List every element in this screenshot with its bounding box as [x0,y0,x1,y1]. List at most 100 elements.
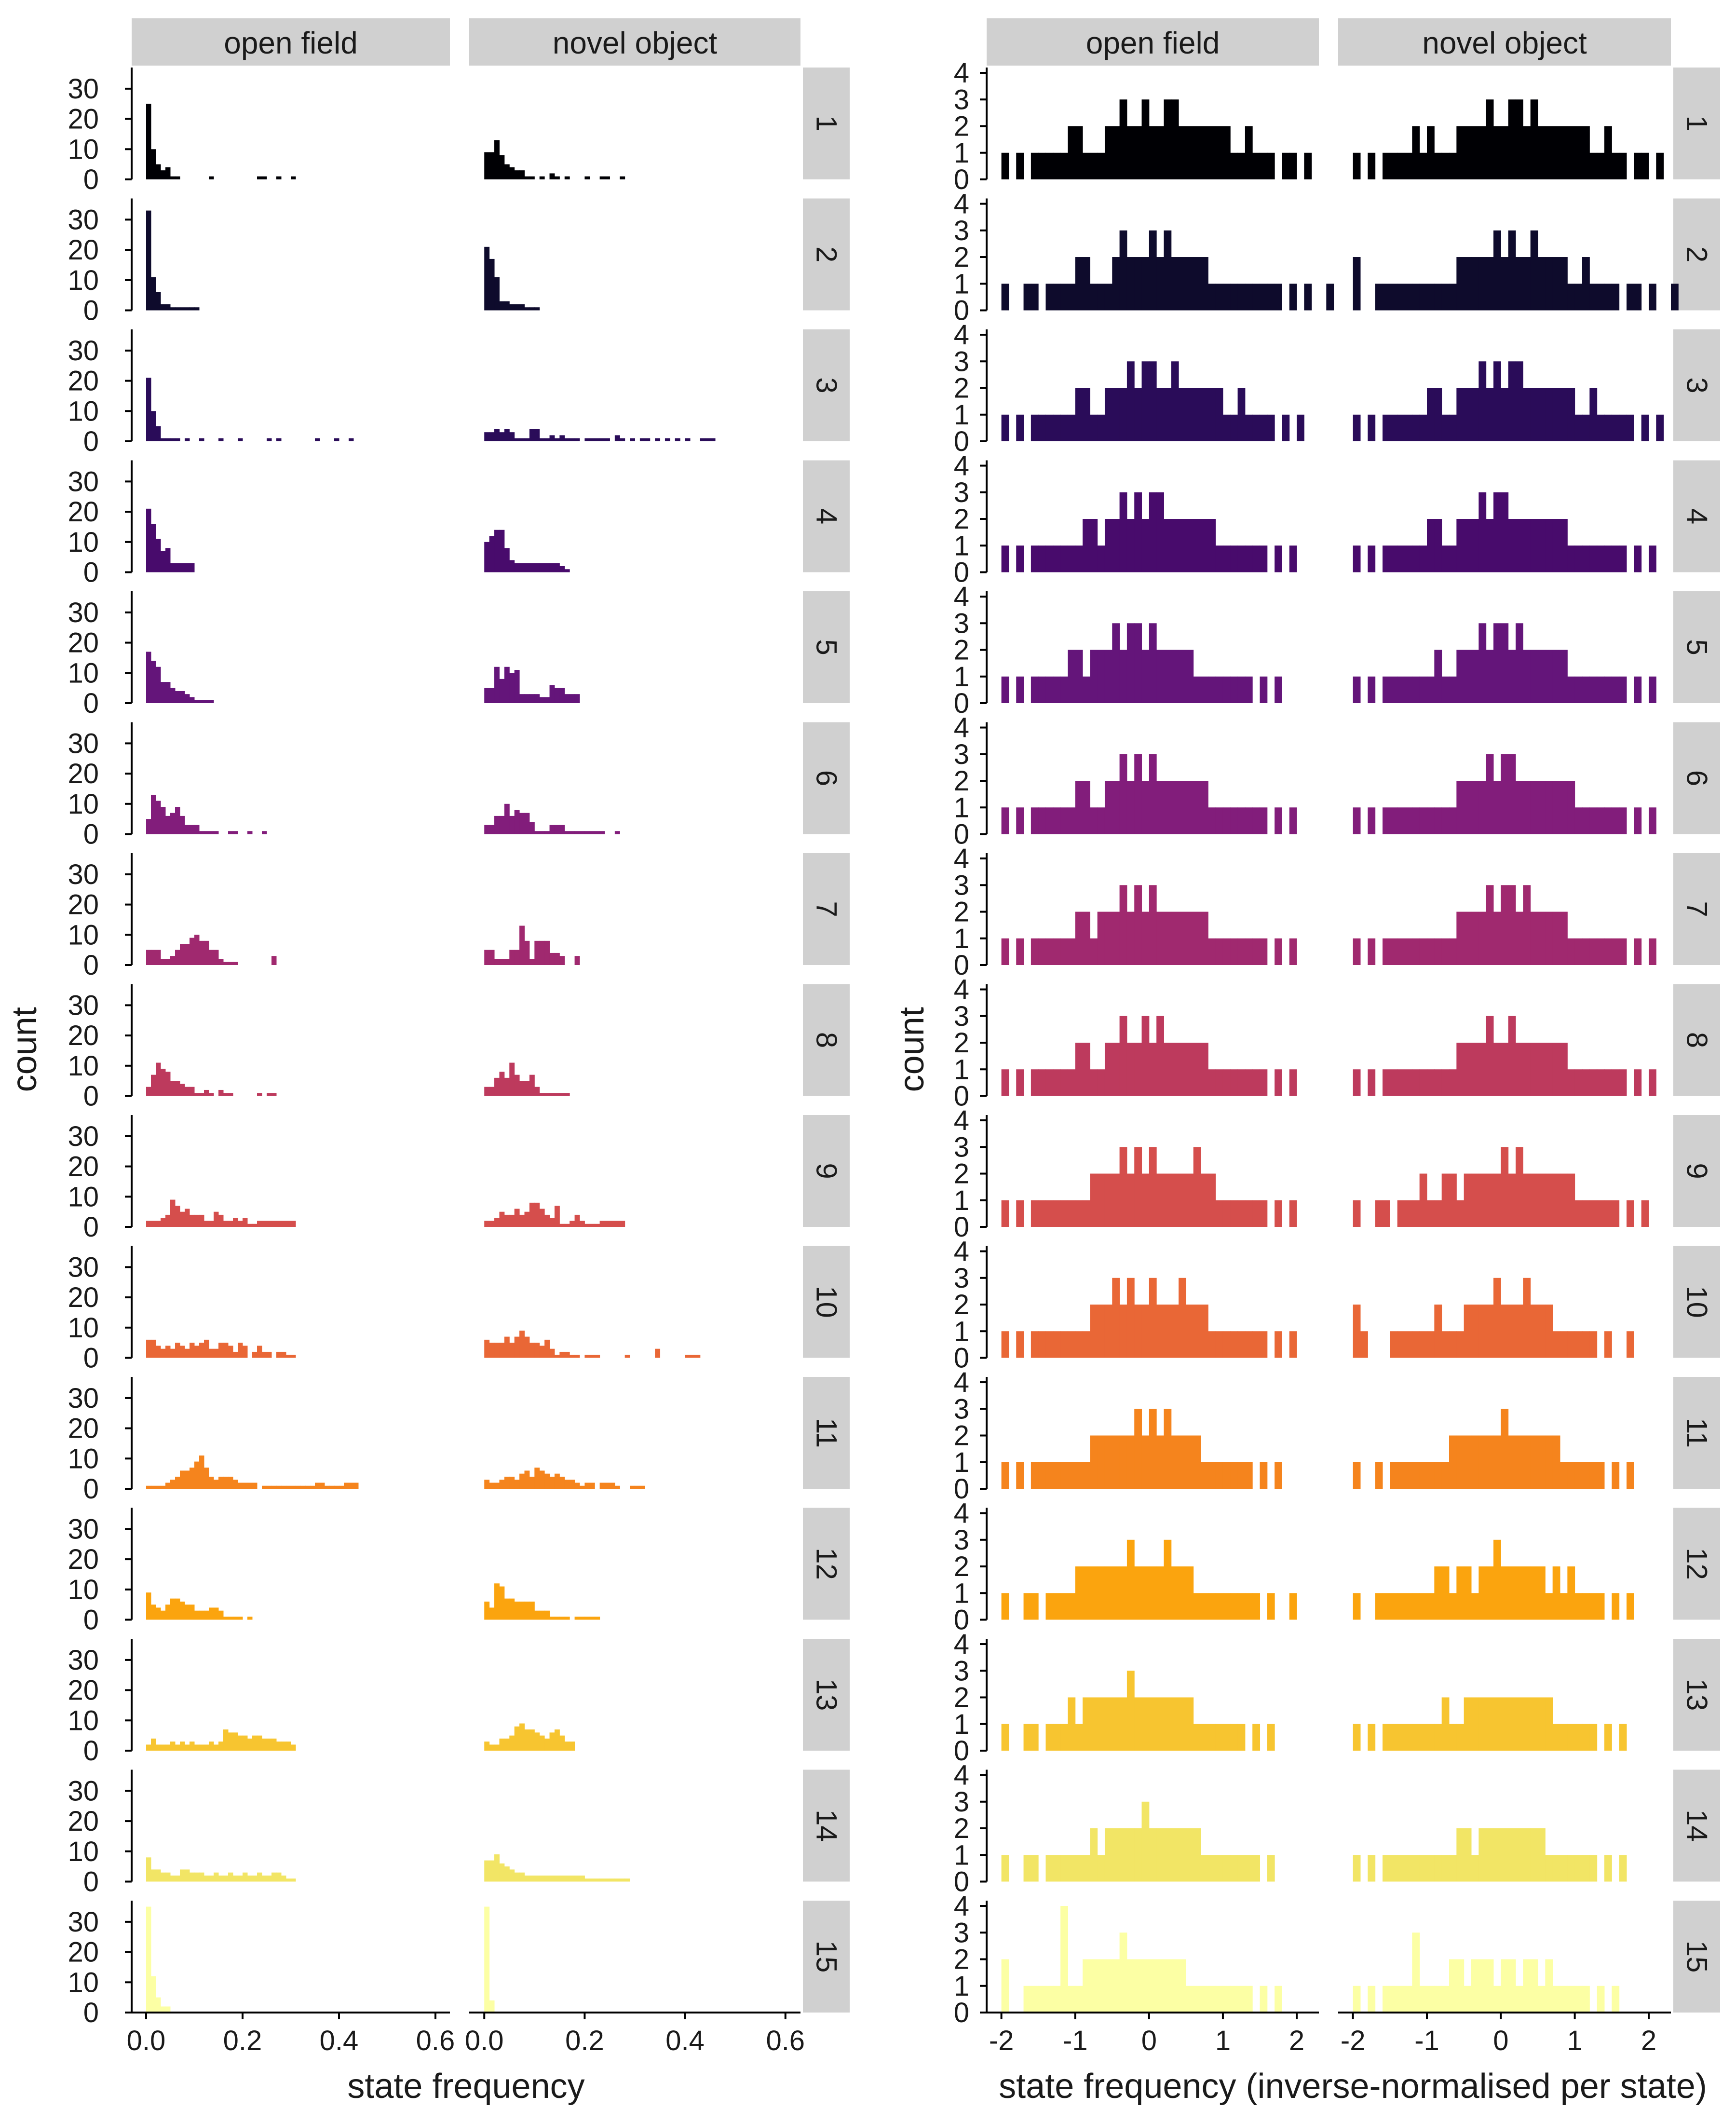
histogram-bar [1193,126,1201,179]
histogram-bar [1493,1278,1501,1358]
histogram-bar [1434,519,1442,572]
histogram-bar [1141,1959,1150,2013]
histogram-bar [549,563,555,572]
histogram-bar [1560,1593,1568,1620]
histogram-bar [1164,1305,1172,1358]
histogram-bar [1597,807,1605,834]
histogram-bar [1245,1986,1253,2013]
histogram-bar [170,1348,176,1358]
histogram-bar [1134,1409,1142,1489]
row-strip [803,1639,850,1751]
histogram-bar [529,1202,535,1227]
histogram-bar [1478,781,1487,834]
histogram-bar [233,962,238,965]
histogram-bar [146,819,151,834]
histogram-bar [1045,676,1054,703]
y-tick-label: 10 [68,1574,99,1605]
histogram-bar [1186,781,1194,834]
y-tick-label: 20 [68,1282,99,1313]
histogram-bar [1508,1697,1516,1751]
histogram-bar [509,950,515,965]
y-tick-label: 1 [954,1447,969,1478]
histogram-bar [484,1087,490,1096]
histogram-bar [1397,676,1405,703]
histogram-bar [1075,1855,1083,1882]
histogram-bar [1222,1593,1231,1620]
histogram-bar [223,1093,229,1096]
histogram-bar [1353,1069,1361,1096]
histogram-bar [1075,257,1083,311]
histogram-bar [1201,388,1208,441]
histogram-bar [1068,126,1076,179]
histogram-bar [554,825,560,834]
histogram-bar [223,1343,229,1358]
histogram-bar [1252,1069,1261,1096]
histogram-bar [1523,519,1531,572]
histogram-bar [1582,1462,1590,1489]
histogram-bar [180,563,185,572]
histogram-bar [1104,1959,1112,2013]
histogram-bar [544,438,550,441]
histogram-bar [1179,519,1186,572]
histogram-bar [1097,1959,1105,2013]
histogram-bar [1119,650,1127,703]
histogram-bar [1149,623,1157,703]
histogram-bar [1508,1959,1516,2013]
histogram-bar [1215,1331,1223,1358]
histogram-bar [1201,1986,1208,2013]
histogram-bar [267,1093,272,1096]
histogram-bar [180,944,185,965]
y-tick-label: 3 [954,608,969,639]
histogram-bar [1397,1331,1405,1358]
histogram-bar [1222,414,1231,441]
histogram-bar [1112,1435,1120,1489]
histogram-bar [151,950,156,965]
histogram-bar [1141,361,1150,441]
histogram-bar [1112,623,1120,703]
y-tick-label: 10 [68,789,99,820]
histogram-bar [1464,1173,1472,1227]
histogram-bar [1060,1200,1068,1227]
histogram-bar [1053,1855,1061,1882]
histogram-bar [1186,519,1194,572]
histogram-bar [1419,938,1427,965]
histogram-bar [1156,1305,1164,1358]
histogram-bar [146,652,151,703]
histogram-bar [185,1869,190,1882]
histogram-bar [1501,1305,1509,1358]
histogram-bar [1538,650,1546,703]
histogram-bar [1215,1724,1223,1751]
histogram-bar [1068,1462,1076,1489]
histogram-bar [1134,1043,1142,1096]
histogram-bar [509,673,515,703]
histogram-bar [574,1214,580,1227]
histogram-bar [1567,126,1575,179]
histogram-bar [1230,807,1238,834]
histogram-bar [509,1062,515,1096]
row-strip-label: 11 [811,1418,843,1448]
histogram-bar [233,1218,238,1227]
histogram-bar [519,1723,525,1751]
histogram-bar [185,1348,190,1358]
histogram-bar [1523,885,1531,965]
histogram-bar [1486,1435,1494,1489]
histogram-bar [605,1483,610,1489]
histogram-bar [1031,1331,1039,1358]
histogram-bar [1060,1069,1068,1096]
histogram-bar [1090,1173,1098,1227]
histogram-bar [1201,519,1208,572]
histogram-bar [1538,1566,1546,1620]
row-strip [803,1246,850,1358]
histogram-bar [564,1875,570,1882]
histogram-bar [1538,1435,1546,1489]
histogram-bar [199,438,204,441]
row-strip [1673,1246,1720,1358]
histogram-bar [1530,1043,1538,1096]
histogram-bar [1574,545,1583,572]
histogram-bar [1604,1069,1612,1096]
histogram-bar [1060,1855,1068,1882]
histogram-bar [504,1738,510,1751]
histogram-bar [1149,230,1157,311]
histogram-bar [1574,284,1583,311]
histogram-bar [1574,1462,1583,1489]
